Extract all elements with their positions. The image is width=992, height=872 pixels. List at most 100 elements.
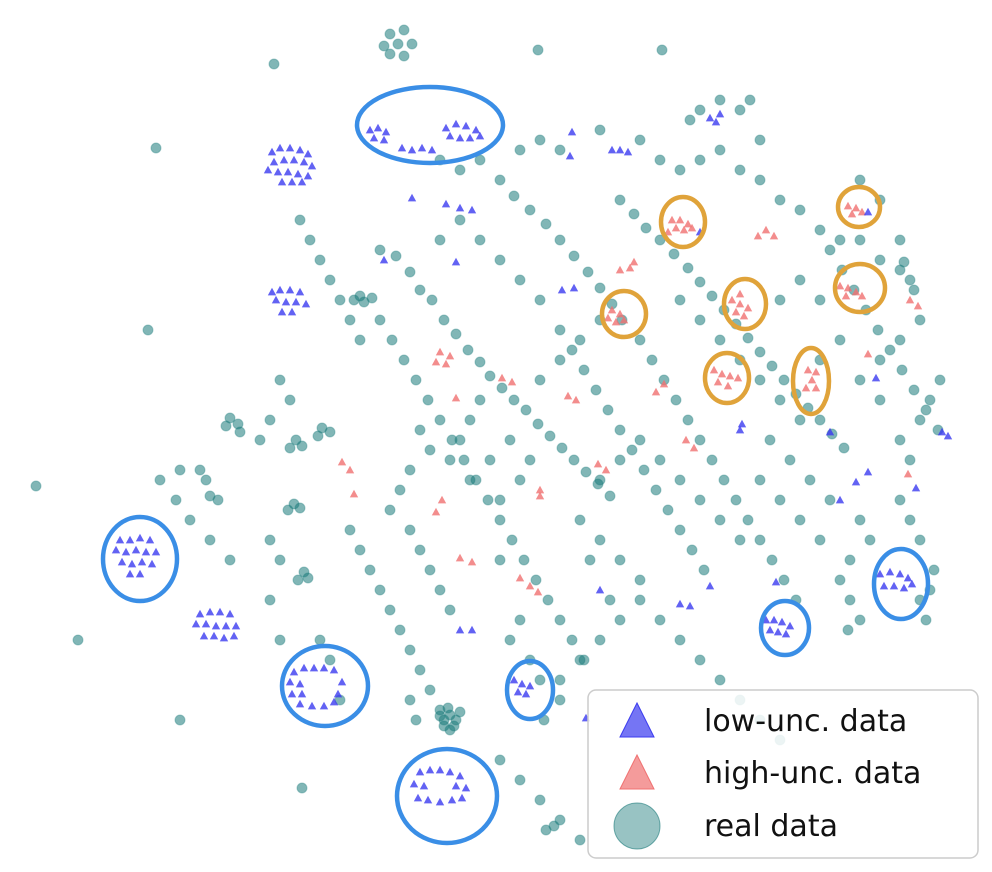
- real-data-point: [574, 334, 586, 346]
- real-data-point: [364, 564, 376, 576]
- real-data-point: [734, 534, 746, 546]
- real-data-series: [30, 24, 946, 846]
- high-unc-highlight-circle: [721, 276, 769, 332]
- low-unc-data-point: [277, 307, 287, 316]
- real-data-point: [384, 48, 396, 60]
- low-unc-data-point: [895, 569, 905, 578]
- high-unc-data-point: [683, 219, 693, 228]
- real-data-point: [754, 474, 766, 486]
- high-unc-data-point: [903, 469, 913, 478]
- real-data-point: [404, 644, 416, 656]
- real-data-point: [742, 514, 754, 526]
- low-unc-data-point: [281, 297, 291, 306]
- real-data-point: [494, 514, 506, 526]
- real-data-point: [754, 346, 766, 358]
- real-data-point: [580, 466, 592, 478]
- real-data-point: [282, 504, 294, 516]
- low-unc-highlight-circle: [394, 746, 500, 846]
- high-unc-data-point: [533, 587, 543, 596]
- real-data-point: [742, 332, 754, 344]
- real-data-point: [294, 214, 306, 226]
- legend-box: [587, 689, 979, 859]
- low-unc-data-point: [737, 419, 747, 428]
- real-data-point: [754, 174, 766, 186]
- real-data-point: [774, 394, 786, 406]
- high-unc-data-point: [615, 309, 625, 318]
- real-data-point: [568, 250, 580, 262]
- real-data-point: [674, 634, 686, 646]
- high-unc-data-point: [625, 263, 635, 272]
- legend-label-low-unc: low-unc. data: [704, 704, 907, 739]
- real-data-point: [424, 564, 436, 576]
- real-data-point: [662, 504, 674, 516]
- high-unc-data-point: [717, 369, 727, 378]
- low-unc-data-series: [111, 109, 953, 806]
- legend-item-high-unc: high-unc. data: [619, 753, 921, 791]
- real-data-point: [374, 584, 386, 596]
- real-data-point: [334, 294, 346, 306]
- low-unc-data-point: [279, 155, 289, 164]
- low-unc-data-point: [903, 573, 913, 582]
- low-unc-data-point: [283, 167, 293, 176]
- low-unc-data-point: [151, 547, 161, 556]
- real-data-point: [714, 94, 726, 106]
- low-unc-data-point: [295, 679, 305, 688]
- real-data-point: [398, 354, 410, 366]
- legend-item-low-unc: low-unc. data: [619, 701, 907, 739]
- real-data-point: [212, 494, 224, 506]
- low-unc-data-point: [145, 535, 155, 544]
- legend-item-real: real data: [613, 802, 838, 850]
- real-data-point: [914, 414, 926, 426]
- high-unc-data-point: [835, 281, 845, 290]
- real-data-point: [554, 234, 566, 246]
- real-data-point: [794, 204, 806, 216]
- high-unc-data-point: [435, 347, 445, 356]
- low-unc-highlight-circle: [354, 84, 506, 166]
- real-data-point: [604, 490, 616, 502]
- low-unc-data-point: [215, 607, 225, 616]
- real-data-point: [474, 394, 486, 406]
- low-unc-data-point: [337, 677, 347, 686]
- real-data-point: [524, 454, 536, 466]
- real-data-point: [634, 434, 646, 446]
- real-data-point: [614, 614, 626, 626]
- real-data-point: [530, 574, 542, 586]
- real-data-point: [508, 190, 520, 202]
- real-data-point: [694, 276, 706, 288]
- real-data-point: [406, 38, 418, 50]
- real-data-point: [934, 374, 946, 386]
- low-unc-data-point: [447, 795, 457, 804]
- low-unc-data-point: [285, 143, 295, 152]
- low-unc-data-point: [475, 131, 485, 140]
- real-data-point: [814, 414, 826, 426]
- real-data-point: [302, 572, 314, 584]
- high-unc-data-point: [733, 373, 743, 382]
- low-unc-data-point: [289, 155, 299, 164]
- real-data-point: [150, 142, 162, 154]
- real-data-point: [638, 464, 650, 476]
- real-data-point: [626, 444, 638, 456]
- low-unc-data-point: [441, 199, 451, 208]
- high-unc-data-point: [743, 303, 753, 312]
- real-data-point: [824, 244, 836, 256]
- low-unc-highlight-circle: [504, 658, 556, 722]
- real-data-point: [292, 574, 304, 586]
- low-unc-data-point: [319, 663, 329, 672]
- low-unc-data-point: [211, 621, 221, 630]
- real-data-point: [514, 144, 526, 156]
- low-unc-data-point: [271, 295, 281, 304]
- low-unc-data-point: [117, 557, 127, 566]
- real-data-point: [514, 774, 526, 786]
- real-data-point: [754, 374, 766, 386]
- low-unc-data-point: [141, 547, 151, 556]
- real-data-point: [494, 754, 506, 766]
- real-data-point: [654, 154, 666, 166]
- real-data-point: [204, 534, 216, 546]
- low-unc-data-point: [135, 569, 145, 578]
- real-data-point: [706, 290, 718, 302]
- real-data-point: [284, 442, 296, 454]
- low-unc-data-point: [287, 177, 297, 186]
- low-unc-data-point: [457, 793, 467, 802]
- low-unc-data-point: [287, 307, 297, 316]
- real-data-point: [438, 314, 450, 326]
